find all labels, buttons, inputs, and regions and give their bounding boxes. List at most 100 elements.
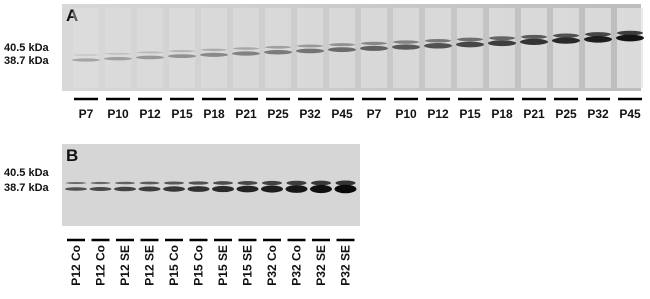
band: [136, 55, 164, 60]
band: [169, 50, 195, 53]
lane-smear: [617, 8, 643, 88]
lane-label: P10: [395, 107, 417, 121]
lane-label: P32 SE: [339, 245, 353, 286]
lane-label: P12 Co: [94, 245, 108, 286]
lane-label: P32: [587, 107, 609, 121]
band: [137, 51, 163, 54]
band: [488, 40, 516, 47]
band: [232, 51, 260, 56]
band: [201, 48, 227, 51]
band: [90, 181, 111, 185]
lane-label: P15 SE: [216, 245, 230, 286]
marker-label: 40.5 kDa: [4, 42, 50, 54]
band: [392, 44, 420, 50]
lane-smear: [297, 8, 323, 88]
lane-smear: [489, 8, 515, 88]
lane-label: P25: [267, 107, 289, 121]
lanes: P7 P10 P12 P15 P18 P21 P25 P32 P45 P7 P10 P12 P15 P18…: [65, 8, 644, 286]
band: [187, 186, 210, 192]
lane-smear: [169, 8, 195, 88]
lane-label: P10: [107, 107, 129, 121]
band: [521, 34, 547, 39]
band: [237, 181, 258, 185]
band: [139, 181, 160, 185]
lane-label: P32 Co: [290, 245, 304, 286]
band: [328, 47, 356, 53]
lane-label: P32 SE: [314, 245, 328, 286]
band: [310, 184, 332, 194]
band: [335, 180, 356, 186]
band: [424, 43, 452, 49]
lane-label: P21: [235, 107, 257, 121]
band: [65, 187, 87, 191]
band: [200, 52, 228, 57]
lane-label: P21: [523, 107, 545, 121]
lane-label: P15 SE: [241, 245, 255, 286]
band: [393, 40, 419, 44]
band: [89, 186, 112, 192]
marker-label: 40.5 kDa: [4, 167, 50, 179]
band: [360, 45, 388, 51]
band: [297, 44, 323, 48]
band: [552, 37, 580, 44]
lane-label: P12: [427, 107, 449, 121]
lane-label: P12 Co: [69, 245, 83, 286]
lane-smear: [137, 8, 163, 88]
lane-smear: [585, 8, 611, 88]
band: [457, 37, 483, 42]
band: [164, 181, 184, 185]
band: [489, 36, 515, 41]
band: [262, 180, 282, 186]
lane-smear: [265, 8, 291, 88]
lane-smear: [457, 8, 483, 88]
panel-label: A: [66, 6, 78, 25]
marker-label: 38.7 kDa: [4, 182, 50, 194]
band: [138, 186, 161, 192]
band: [66, 182, 86, 184]
band: [212, 185, 234, 193]
lane-smear: [105, 8, 131, 88]
band: [617, 30, 643, 36]
band: [329, 43, 355, 47]
band: [163, 186, 185, 192]
lane-smear: [233, 8, 259, 88]
lane-label: P45: [619, 107, 641, 121]
lane-smear: [73, 8, 99, 88]
blot-b: [62, 144, 360, 226]
band: [105, 52, 131, 55]
lane-label: P12 SE: [118, 245, 132, 286]
band: [520, 38, 548, 45]
band: [286, 180, 307, 186]
band: [553, 33, 579, 38]
lane-label: P18: [203, 107, 225, 121]
lane-smear: [553, 8, 579, 88]
lane-label: P45: [331, 107, 353, 121]
band: [585, 32, 611, 37]
band: [168, 54, 196, 59]
band: [311, 180, 331, 186]
band: [188, 181, 209, 185]
band: [114, 186, 136, 192]
band: [285, 185, 308, 193]
lane-label: P15 Co: [192, 245, 206, 286]
band: [616, 34, 644, 42]
band: [73, 54, 99, 56]
panel-label: B: [66, 146, 78, 165]
lane-smear: [521, 8, 547, 88]
lane-label: P15: [459, 107, 481, 121]
band: [425, 38, 451, 43]
band: [584, 36, 612, 43]
band: [72, 58, 100, 62]
marker-label: 38.7 kDa: [4, 55, 50, 67]
band: [296, 48, 324, 54]
lane-smear: [201, 8, 227, 88]
lane-label: P7: [367, 107, 382, 121]
band: [265, 45, 291, 49]
band: [261, 185, 283, 193]
lane-label: P15: [171, 107, 193, 121]
lane-label: P12: [139, 107, 161, 121]
band: [264, 50, 292, 55]
band: [104, 57, 132, 61]
lane-label: P32: [299, 107, 321, 121]
